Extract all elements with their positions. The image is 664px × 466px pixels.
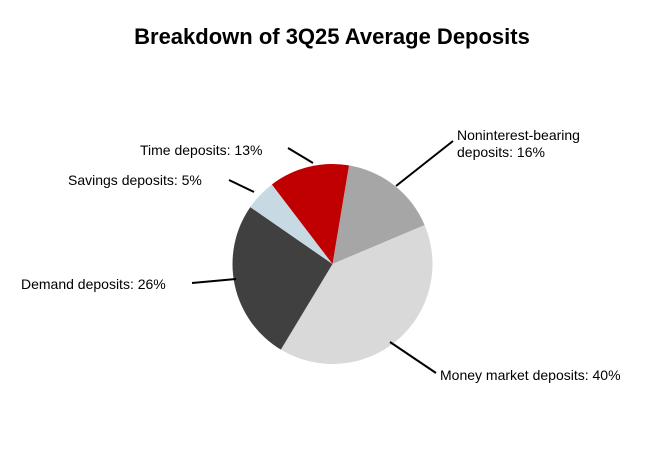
- leader-line-time-deposits: [287, 147, 314, 164]
- callout-time-deposits: Time deposits: 13%: [140, 142, 263, 158]
- pie-slice-savings-deposits: [250, 184, 333, 264]
- pie-slice-demand-deposits: [232, 207, 333, 350]
- leader-line-noninterest-bearing-deposits: [395, 140, 454, 187]
- pie-slice-time-deposits: [271, 163, 349, 264]
- leader-line-money-market-deposits: [389, 341, 437, 374]
- callout-demand-deposits: Demand deposits: 26%: [21, 276, 166, 292]
- leader-line-demand-deposits: [191, 278, 237, 284]
- callout-savings-deposits: Savings deposits: 5%: [68, 172, 202, 188]
- leader-line-savings-deposits: [228, 179, 255, 193]
- callout-noninterest-bearing-deposits: Noninterest-bearing deposits: 16%: [457, 127, 580, 160]
- pie-slice-money-market-deposits: [280, 225, 433, 365]
- callout-money-market-deposits: Money market deposits: 40%: [440, 367, 621, 383]
- chart-title: Breakdown of 3Q25 Average Deposits: [134, 24, 530, 49]
- pie-slice-noninterest-bearing-deposits: [332, 165, 425, 264]
